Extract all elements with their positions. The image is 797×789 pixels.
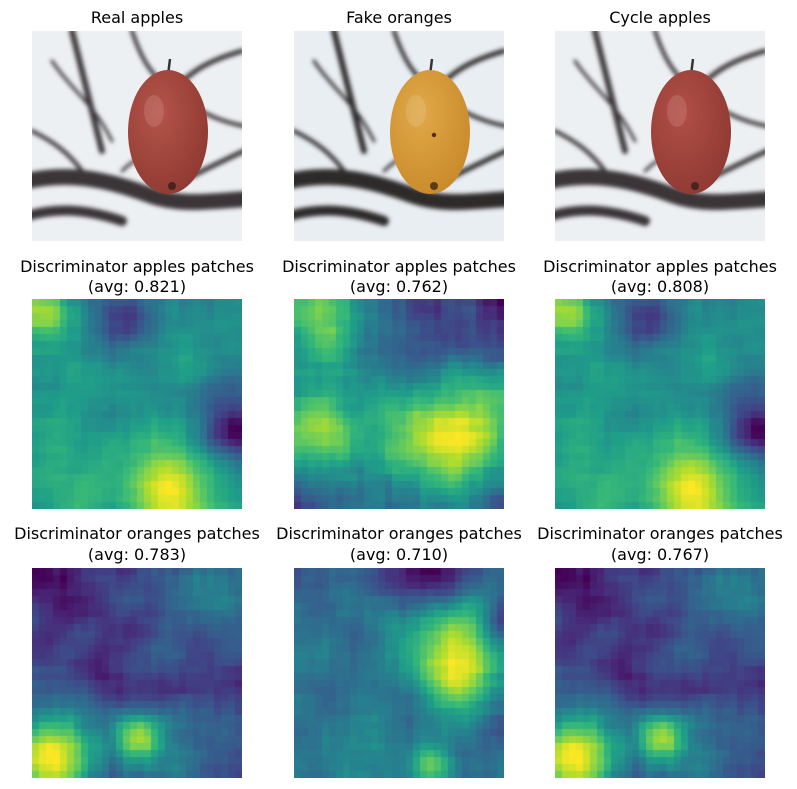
- heatmap: [32, 299, 242, 509]
- cycle-apple-image: [555, 31, 765, 241]
- panel-title-line1: Discriminator oranges patches: [276, 524, 522, 543]
- panel-title-line1: Discriminator apples patches: [20, 257, 254, 276]
- panel-title-line2: (avg: 0.767): [610, 545, 710, 564]
- heatmap: [555, 568, 765, 778]
- heatmap: [294, 299, 504, 509]
- panel-title-line2: (avg: 0.808): [610, 277, 710, 296]
- panel-title-line2: (avg: 0.762): [349, 277, 449, 296]
- real-apple-image: [32, 31, 242, 241]
- panel-title-line2: (avg: 0.710): [349, 545, 449, 564]
- panel-title-line1: Discriminator apples patches: [543, 257, 777, 276]
- panel-title-line2: (avg: 0.783): [87, 545, 187, 564]
- heatmap: [555, 299, 765, 509]
- panel-title: Real apples: [90, 8, 184, 27]
- panel-title-line1: Discriminator oranges patches: [14, 524, 260, 543]
- panel-title-line1: Discriminator oranges patches: [537, 524, 783, 543]
- panel-title-line1: Discriminator apples patches: [282, 257, 516, 276]
- panel-title: Fake oranges: [346, 8, 452, 27]
- heatmap: [32, 568, 242, 778]
- fake-orange-image: [294, 31, 504, 241]
- panel-title: Cycle apples: [609, 8, 711, 27]
- heatmap: [294, 568, 504, 778]
- panel-title-line2: (avg: 0.821): [87, 277, 187, 296]
